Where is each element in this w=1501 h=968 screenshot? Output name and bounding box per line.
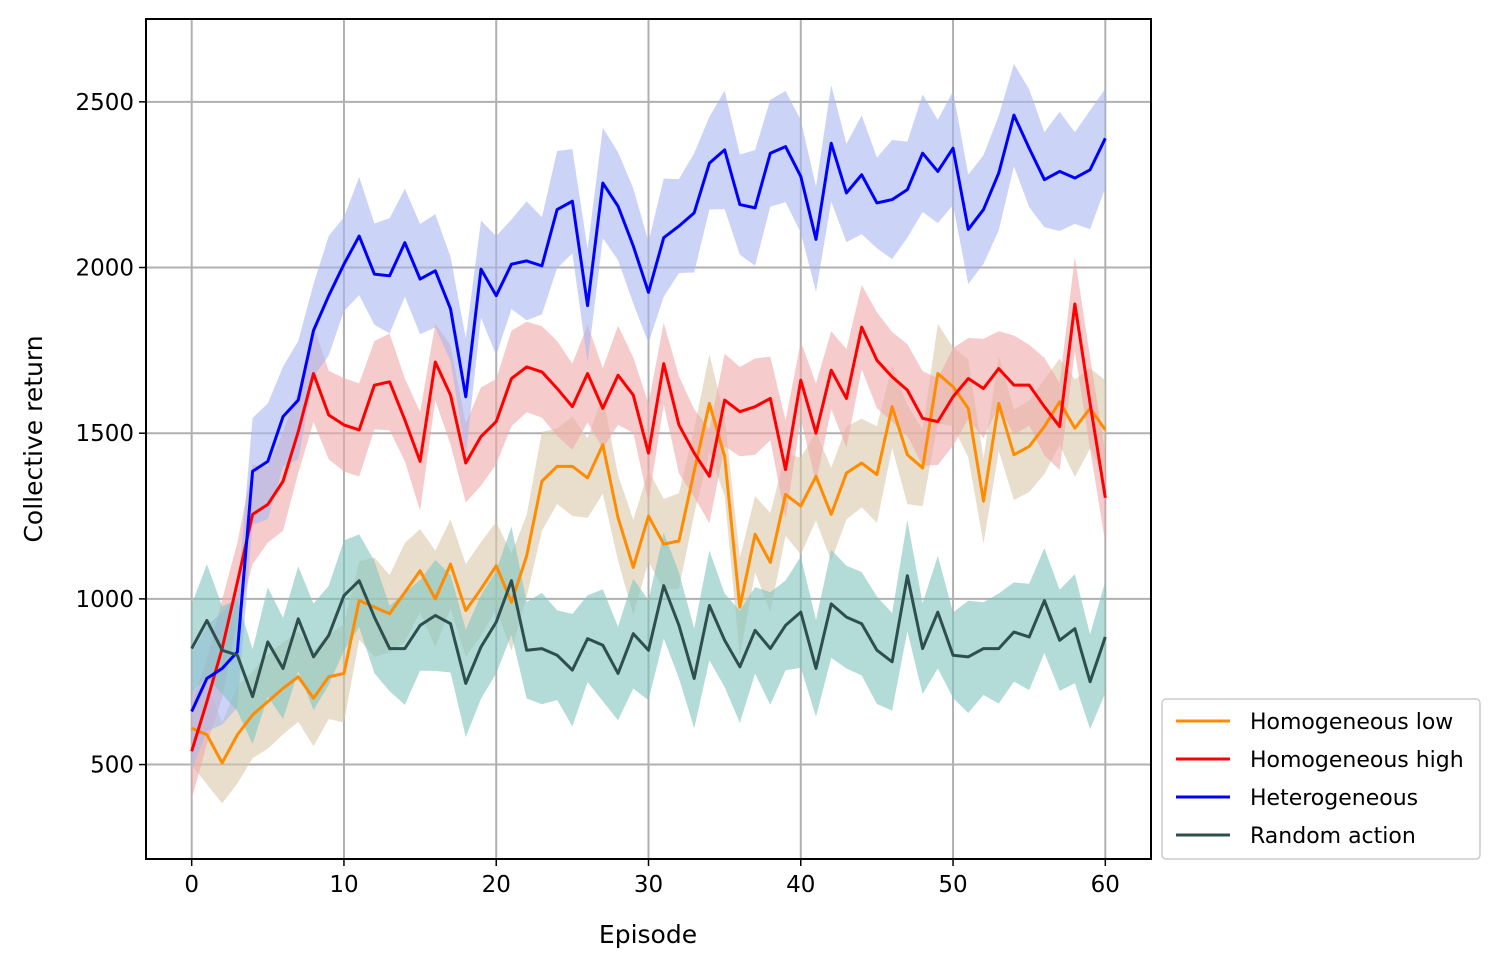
x-tick-label: 60 [1091,872,1120,898]
x-tick-label: 0 [184,872,199,898]
y-tick-label: 500 [90,753,134,779]
x-tick-label: 10 [329,872,358,898]
x-tick-label: 20 [482,872,511,898]
band-heterogeneous [191,63,1106,770]
band-homogeneous-low [191,323,1106,804]
legend-label: Random action [1250,824,1416,849]
legend: Homogeneous low Homogeneous high Heterogen… [1161,698,1481,860]
y-axis-label: Collective return [19,335,48,542]
legend-box [1161,698,1481,860]
band-random-action [191,520,1106,745]
series-line-homogeneous-low [191,372,1107,765]
y-tick-label: 2500 [75,90,134,116]
y-tick-label: 1000 [75,587,134,613]
series-line-homogeneous-high [190,302,1107,752]
legend-label: Homogeneous low [1250,710,1453,735]
series-line-heterogeneous [190,113,1107,713]
x-tick-label: 50 [938,872,967,898]
band-homogeneous-high [191,256,1106,800]
x-axis-label: Episode [599,920,697,949]
y-tick-label: 2000 [75,256,134,282]
legend-label: Homogeneous high [1250,748,1464,773]
series-lines [190,113,1107,765]
confidence-bands [191,63,1106,804]
legend-label: Heterogeneous [1250,786,1418,811]
series-line-random-action [190,574,1107,699]
y-axis-ticks: 500 1000 1500 2000 2500 [75,90,146,779]
x-axis-ticks: 0 10 20 30 40 50 60 [184,859,1120,898]
y-tick-label: 1500 [75,421,134,447]
x-tick-label: 30 [634,872,663,898]
x-tick-label: 40 [786,872,815,898]
